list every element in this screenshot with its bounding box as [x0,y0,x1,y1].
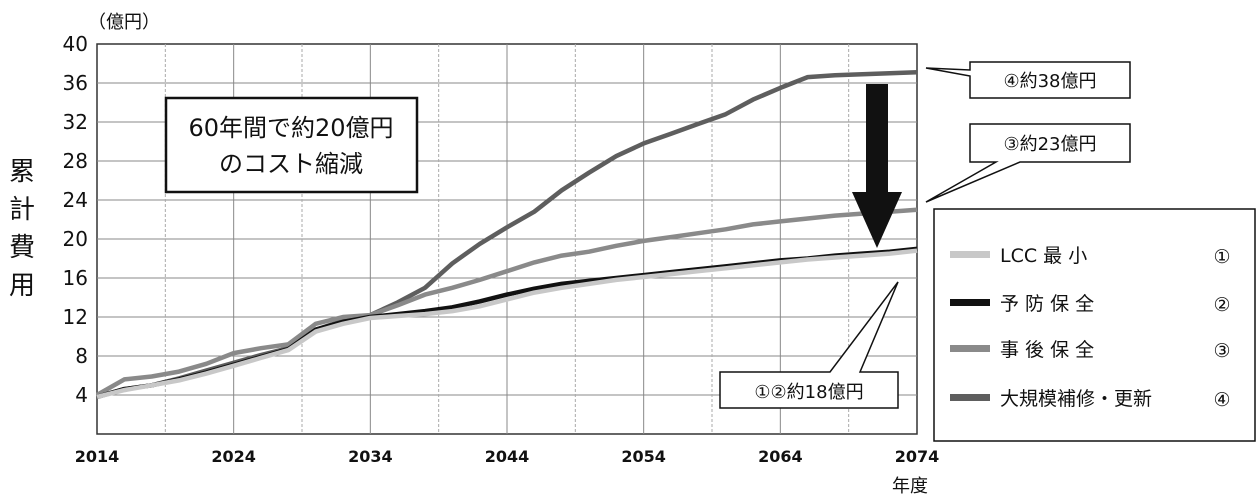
x-tick-label: 2074 [895,447,940,466]
y-tick-label: 8 [75,344,88,368]
y-tick-label: 4 [75,383,88,407]
y-axis-label-char: 用 [9,271,35,301]
y-axis-label-char: 累 [9,157,35,187]
x-tick-label: 2044 [485,447,530,466]
legend-label-3: 事 後 保 全 [1000,339,1094,361]
reduction-box-line1: 60年間で約20億円 [188,114,393,142]
legend-label-1: LCC 最 小 [1000,245,1087,267]
series-line-3 [95,207,918,397]
legend-marker-4: ④ [1213,389,1230,411]
legend-swatch-1 [950,251,990,258]
x-tick-label: 2024 [211,447,256,466]
y-axis-label-char: 計 [9,195,35,225]
x-tick-label: 2064 [758,447,803,466]
legend-marker-1: ① [1213,246,1230,268]
legend-swatch-2 [950,299,990,306]
y-tick-label: 24 [63,188,88,212]
y-tick-label: 32 [63,110,88,134]
y-tick-label: 16 [63,266,88,290]
legend-label-2: 予 防 保 全 [1000,293,1094,315]
y-tick-label: 40 [63,32,88,56]
y-unit-label: （億円） [88,12,160,33]
legend-swatch-3 [950,345,990,352]
x-tick-label: 2014 [75,447,120,466]
legend-label-4: 大規模補修・更新 [1000,388,1152,410]
reduction-box-line2: のコスト縮減 [219,150,363,178]
y-tick-labels: 4 8 12 16 20 24 28 32 36 40 [63,32,88,407]
x-tick-label: 2054 [621,447,666,466]
legend-marker-2: ② [1213,294,1230,316]
x-axis-label: 年度 [892,476,928,497]
callout-3-text: ③約23億円 [1003,134,1096,155]
legend-marker-3: ③ [1213,340,1230,362]
series-lines [95,70,918,400]
y-tick-label: 36 [63,71,88,95]
series-line-1 [96,248,918,400]
callout-3: ③約23億円 [925,123,1131,203]
callout-12: ①②約18億円 [719,281,899,409]
callout-12-text: ①②約18億円 [754,382,863,403]
reduction-arrow-icon [852,84,902,248]
reduction-box: 60年間で約20億円 のコスト縮減 [164,96,419,194]
y-tick-label: 20 [63,227,88,251]
x-tick-label: 2034 [348,447,393,466]
legend: LCC 最 小 ① 予 防 保 全 ② 事 後 保 全 ③ 大規模補修・更新 ④ [933,208,1256,442]
x-tick-labels: 2014 2024 2034 2044 2054 2064 2074 [75,447,940,466]
legend-swatch-4 [950,394,990,401]
callout-4-text: ④約38億円 [1003,71,1096,92]
y-tick-label: 28 [63,149,88,173]
y-tick-label: 12 [63,305,88,329]
y-axis-label-char: 費 [9,233,35,263]
callout-4: ④約38億円 [925,61,1131,99]
